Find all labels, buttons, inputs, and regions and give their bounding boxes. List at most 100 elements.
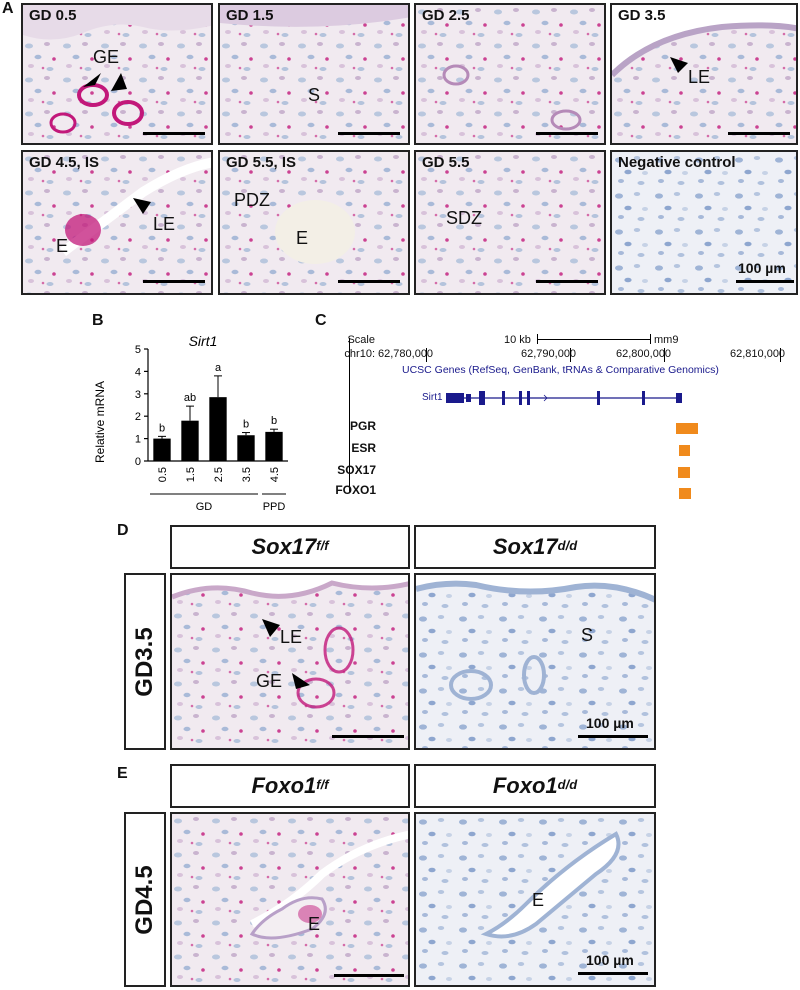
scale-bar: [736, 280, 794, 283]
header-sox17-ff: Sox17 f/f: [170, 525, 410, 569]
scale-bar: [143, 280, 205, 283]
significance-letter: b: [243, 419, 249, 431]
arrowhead-icon: [133, 198, 151, 214]
label-s: S: [581, 625, 594, 645]
label-s: S: [308, 85, 321, 105]
panel-label-d: D: [117, 522, 129, 539]
tile-title: GD 5.5: [422, 154, 470, 171]
significance-letter: ab: [184, 392, 196, 404]
micrograph-gd1.5: GD 1.5 S: [218, 3, 410, 145]
panel-label-b: B: [92, 312, 104, 329]
label-pdz: PDZ: [234, 190, 270, 210]
bar: [153, 438, 171, 461]
sirt1-gene-model: [446, 391, 682, 405]
header-sox17-dd: Sox17 d/d: [414, 525, 656, 569]
panel-label-a: A: [2, 0, 14, 17]
panel-label-c: C: [315, 312, 327, 329]
scale-bar: [338, 132, 400, 135]
scale-bar: [338, 280, 400, 283]
gene-name: Sirt1: [422, 392, 443, 403]
scale-text: 100 µm: [586, 952, 634, 968]
tile-title: GD 5.5, IS: [226, 154, 297, 171]
x-tick-label: 2.5: [213, 467, 225, 482]
pgr-peak: [676, 423, 698, 434]
scale-bar: [536, 132, 598, 135]
y-axis-label: Relative mRNA: [93, 381, 107, 463]
scale-text: 100 µm: [586, 715, 634, 731]
chrom-label: chr10:: [344, 348, 375, 360]
assembly-label: mm9: [654, 334, 679, 346]
group-label: GD: [196, 501, 213, 513]
coord: 62,780,000: [378, 348, 434, 360]
micrograph-sox17-dd: S 100 µm: [414, 573, 656, 750]
group-label: PPD: [263, 501, 286, 513]
label-e: E: [532, 890, 545, 910]
esr-peak: [679, 445, 690, 456]
genome-browser: Scale chr10: 10 kb mm9 62,780,000 62,790…: [330, 328, 795, 499]
label-sdz: SDZ: [446, 208, 482, 228]
y-tick-label: 1: [135, 434, 141, 446]
label-e: E: [296, 228, 309, 248]
sox17-peak: [678, 467, 690, 478]
arrowhead-icon: [262, 619, 280, 637]
y-tick-label: 2: [135, 411, 141, 423]
scale-bar: [728, 132, 790, 135]
bar: [237, 435, 255, 461]
x-tick-label: 1.5: [185, 467, 197, 482]
scale-label: Scale: [347, 334, 375, 346]
micrograph-negative-control: Negative control 100 µm: [610, 150, 798, 295]
label-e: E: [56, 236, 69, 256]
y-tick-label: 3: [135, 389, 141, 401]
tile-title: GD 1.5: [226, 7, 274, 24]
significance-letter: b: [271, 415, 277, 427]
scale-bar-label: 10 kb: [504, 334, 531, 346]
label-le: LE: [280, 627, 303, 647]
tile-title: GD 0.5: [29, 7, 77, 24]
micrograph-gd3.5: GD 3.5 LE: [610, 3, 798, 145]
coord: 62,810,000: [730, 348, 786, 360]
tile-title: GD 2.5: [422, 7, 470, 24]
tile-title: GD 3.5: [618, 7, 666, 24]
panel-label-e: E: [117, 765, 128, 782]
significance-letter: b: [159, 422, 165, 434]
arrowhead-icon: [83, 73, 127, 91]
x-tick-label: 0.5: [157, 467, 169, 482]
label-ge: GE: [256, 671, 283, 691]
y-tick-label: 0: [135, 456, 141, 468]
micrograph-gd0.5: GD 0.5 GE: [21, 3, 213, 145]
header-foxo1-ff: Foxo1 f/f: [170, 764, 410, 808]
y-tick-label: 5: [135, 344, 141, 356]
x-tick-label: 3.5: [241, 467, 253, 482]
scale-bar: [536, 280, 598, 283]
x-tick-label: 4.5: [269, 467, 281, 482]
scale-bar: [334, 974, 404, 977]
chart-title: Sirt1: [189, 333, 218, 349]
coord: 62,800,000: [616, 348, 672, 360]
scale-text: 100 µm: [738, 260, 786, 276]
track-label-foxo1: FOXO1: [335, 483, 376, 497]
foxo1-peak: [679, 488, 691, 499]
micrograph-foxo1-ff: E: [170, 812, 410, 987]
track-title: UCSC Genes (RefSeq, GenBank, tRNAs & Com…: [402, 364, 719, 376]
bar: [265, 431, 283, 461]
y-tick-label: 4: [135, 366, 141, 378]
coord: 62,790,000: [521, 348, 577, 360]
micrograph-gd5.5: GD 5.5 SDZ: [414, 150, 606, 295]
tile-title: GD 4.5, IS: [29, 154, 100, 171]
track-label-sox17: SOX17: [337, 463, 376, 477]
row-label-gd3.5: GD3.5: [124, 573, 166, 750]
arrowhead-icon: [670, 57, 688, 73]
micrograph-sox17-ff: LE GE: [170, 573, 410, 750]
header-foxo1-dd: Foxo1 d/d: [414, 764, 656, 808]
track-label-esr: ESR: [351, 441, 376, 455]
micrograph-foxo1-dd: E 100 µm: [414, 812, 656, 987]
arrowhead-icon: [292, 673, 310, 689]
track-label-pgr: PGR: [349, 419, 376, 433]
label-le: LE: [688, 67, 711, 87]
scale-bar: [578, 972, 648, 975]
scale-bar: [143, 132, 205, 135]
bar: [209, 397, 227, 461]
micrograph-gd2.5: GD 2.5: [414, 3, 606, 145]
micrograph-gd5.5-is: GD 5.5, IS PDZ E: [218, 150, 410, 295]
